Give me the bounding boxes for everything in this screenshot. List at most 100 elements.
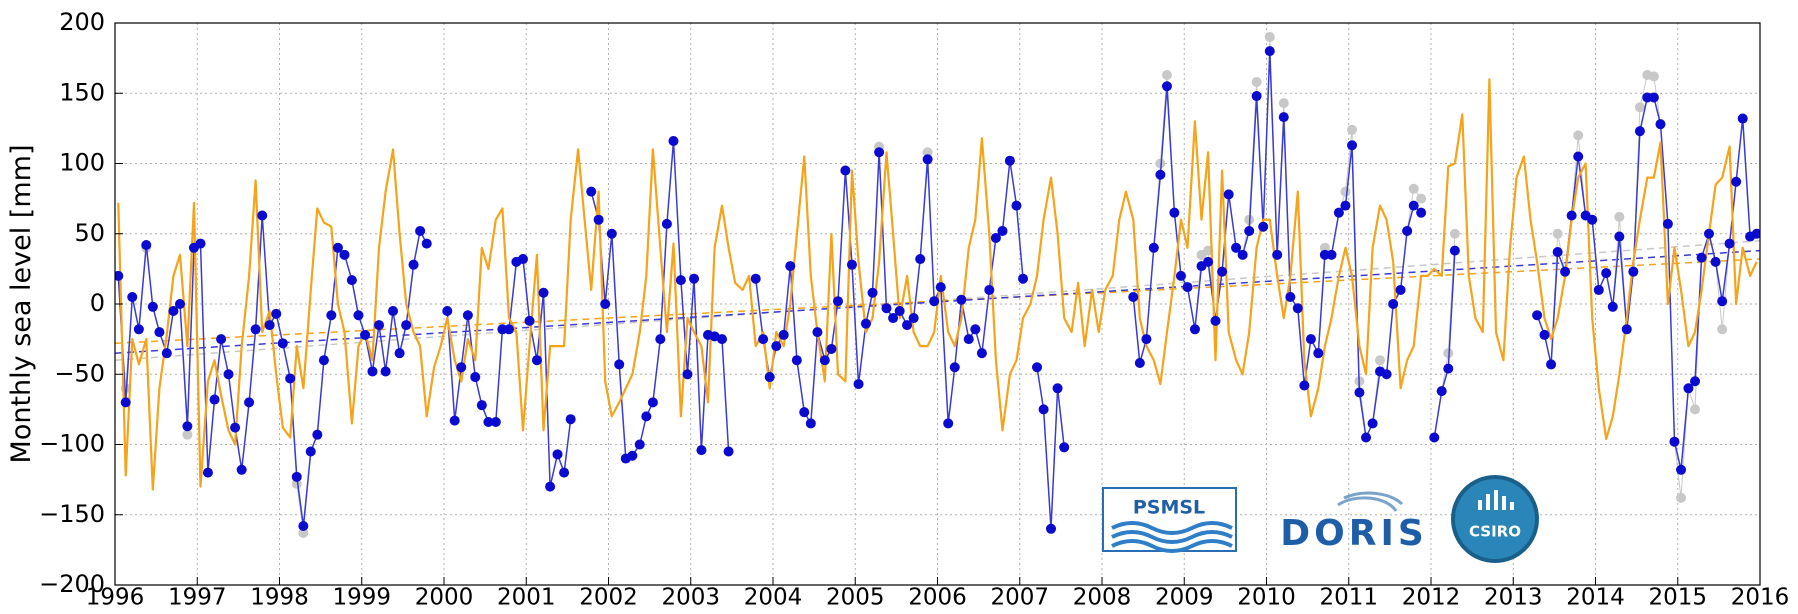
- data-point: [346, 275, 357, 286]
- data-point: [853, 379, 864, 390]
- psmsl-logo-text: PSMSL: [1133, 497, 1205, 519]
- data-point: [1299, 380, 1310, 391]
- data-point: [717, 334, 728, 345]
- data-point: [1381, 369, 1392, 380]
- x-tick-label: 2000: [415, 585, 474, 611]
- data-point: [374, 320, 385, 331]
- data-point: [1011, 200, 1022, 211]
- x-tick-label: 2011: [1319, 585, 1378, 611]
- data-point: [291, 478, 302, 489]
- data-point: [1340, 186, 1351, 197]
- data-point: [1326, 249, 1337, 260]
- axes: −200 −150 −100 −50 0 50 100 150 200 1996 1997 1998 1…: [39, 8, 1789, 611]
- data-point: [1614, 231, 1625, 242]
- data-point: [997, 225, 1008, 236]
- data-point: [367, 366, 378, 377]
- data-point: [285, 373, 296, 384]
- data-point: [1217, 266, 1228, 277]
- data-point: [840, 165, 851, 176]
- data-point: [1717, 296, 1728, 307]
- data-point: [524, 315, 535, 326]
- data-point: [1148, 242, 1159, 253]
- data-point: [517, 254, 528, 265]
- data-point: [1210, 315, 1221, 326]
- data-point: [902, 320, 913, 331]
- csiro-logo-inner: [1455, 479, 1535, 559]
- data-point: [1395, 284, 1406, 295]
- x-tick-label: 1996: [86, 585, 145, 611]
- data-point: [689, 273, 700, 284]
- data-point: [1285, 291, 1296, 302]
- data-point: [1231, 242, 1242, 253]
- data-point: [593, 214, 604, 225]
- data-point: [1059, 442, 1070, 453]
- data-point: [312, 429, 323, 440]
- data-point: [1436, 386, 1447, 397]
- data-point: [1272, 249, 1283, 260]
- data-point: [209, 394, 220, 405]
- x-tick-label: 2002: [579, 585, 638, 611]
- data-point: [1676, 464, 1687, 475]
- data-point: [888, 313, 899, 324]
- data-point: [799, 407, 810, 418]
- data-point: [394, 348, 405, 359]
- data-point: [332, 242, 343, 253]
- data-point: [1607, 301, 1618, 312]
- data-point: [244, 397, 255, 408]
- data-point: [922, 147, 933, 158]
- data-point: [1347, 124, 1358, 135]
- y-tick-label: −200: [39, 570, 105, 598]
- data-point: [1052, 383, 1063, 394]
- data-point: [271, 308, 282, 319]
- x-tick-label: 2006: [908, 585, 967, 611]
- data-point: [627, 450, 638, 461]
- data-point: [503, 324, 514, 335]
- data-point: [791, 355, 802, 366]
- data-point: [264, 320, 275, 331]
- data-point: [614, 359, 625, 370]
- data-point: [182, 421, 193, 432]
- data-point: [956, 294, 967, 305]
- data-point: [1305, 334, 1316, 345]
- data-point: [1621, 324, 1632, 335]
- data-point: [1367, 418, 1378, 429]
- doris-arcs: [1337, 491, 1404, 512]
- data-point: [1717, 324, 1728, 335]
- data-point: [1155, 158, 1166, 169]
- data-point: [1175, 270, 1186, 281]
- data-point: [1669, 436, 1680, 447]
- data-point: [421, 238, 432, 249]
- plot-area: [115, 32, 1760, 539]
- data-point: [216, 334, 227, 345]
- data-point: [1251, 77, 1262, 88]
- data-point: [1676, 492, 1687, 503]
- data-point: [1155, 169, 1166, 180]
- data-point: [647, 397, 658, 408]
- trend-line: [115, 249, 1760, 354]
- data-point: [1223, 189, 1234, 200]
- data-point: [1161, 69, 1172, 80]
- data-point: [388, 306, 399, 317]
- trend-line: [115, 240, 1760, 361]
- data-point: [1416, 207, 1427, 218]
- data-point: [832, 296, 843, 307]
- data-point: [401, 320, 412, 331]
- data-point: [1264, 46, 1275, 57]
- data-point: [771, 341, 782, 352]
- data-point: [874, 147, 885, 158]
- data-point: [990, 232, 1001, 243]
- data-point: [1161, 81, 1172, 92]
- data-point: [1189, 324, 1200, 335]
- data-point: [1560, 266, 1571, 277]
- x-tick-label: 2007: [990, 585, 1049, 611]
- data-point: [1690, 404, 1701, 415]
- data-point: [1258, 221, 1269, 232]
- data-point: [120, 397, 131, 408]
- data-point: [1354, 387, 1365, 398]
- data-point: [1546, 359, 1557, 370]
- plot-frame: [114, 22, 1761, 586]
- data-point: [1449, 245, 1460, 256]
- data-point: [943, 418, 954, 429]
- data-point: [1634, 126, 1645, 137]
